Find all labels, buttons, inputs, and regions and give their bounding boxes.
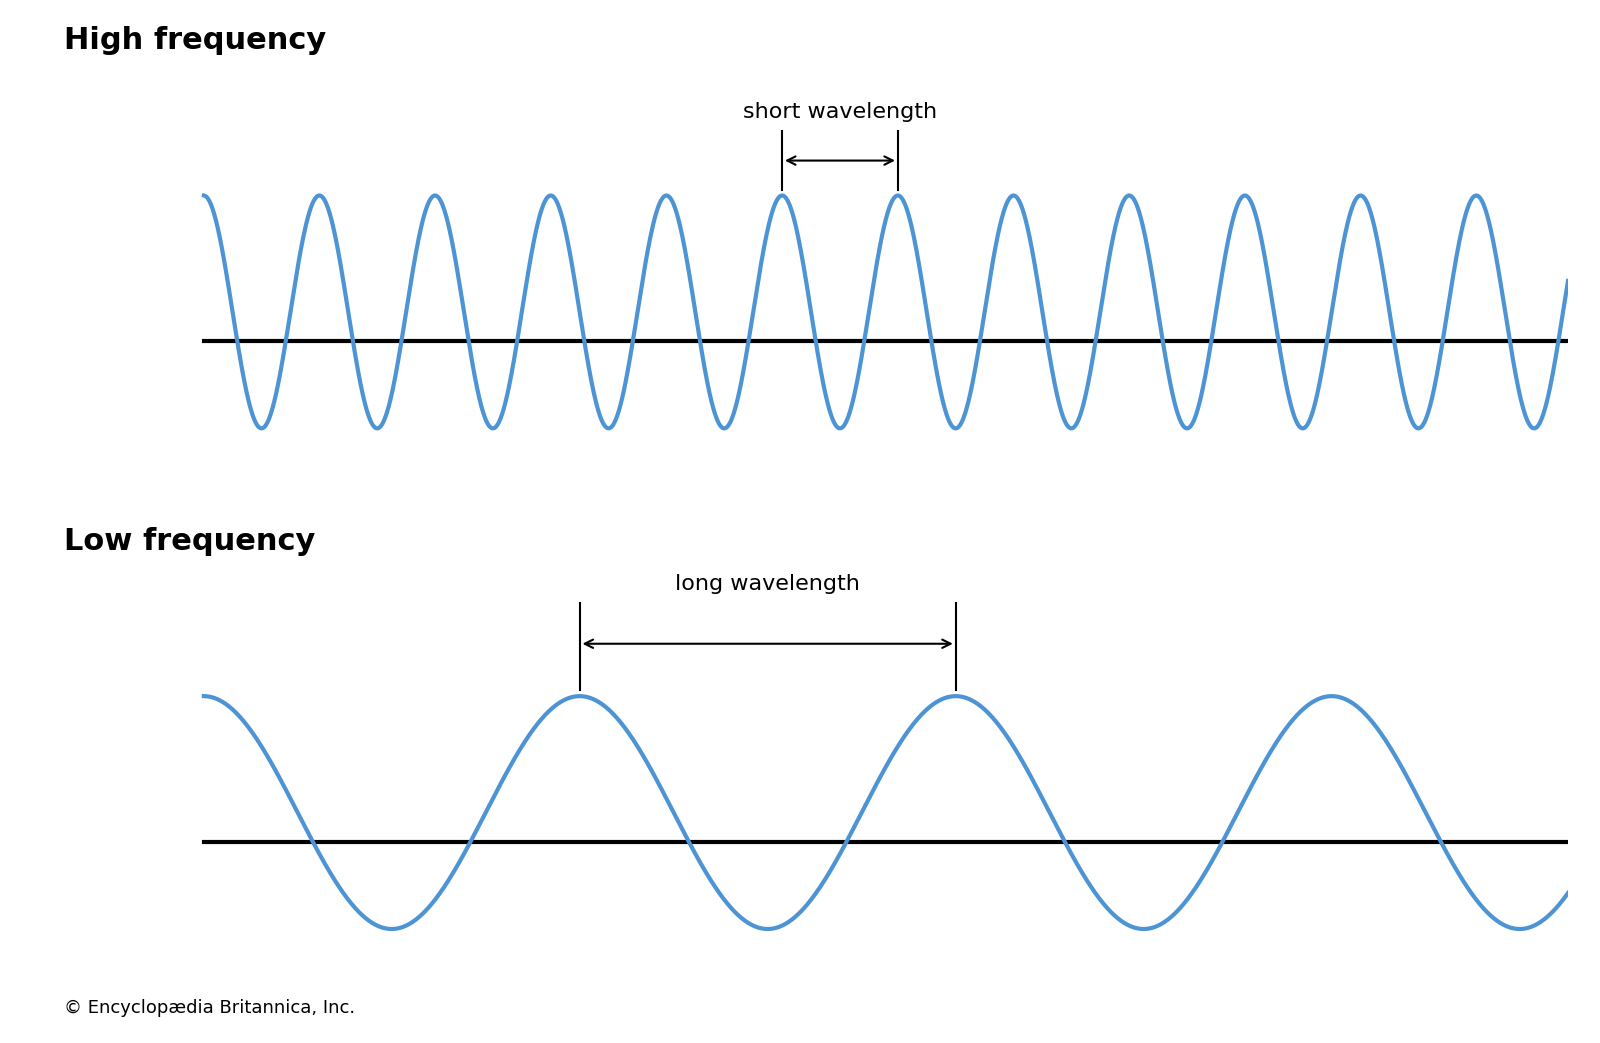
Text: High frequency: High frequency [64,26,326,55]
Text: short wavelength: short wavelength [742,102,938,122]
Text: long wavelength: long wavelength [675,574,861,593]
Text: Low frequency: Low frequency [64,527,315,556]
Text: © Encyclopædia Britannica, Inc.: © Encyclopædia Britannica, Inc. [64,999,355,1017]
